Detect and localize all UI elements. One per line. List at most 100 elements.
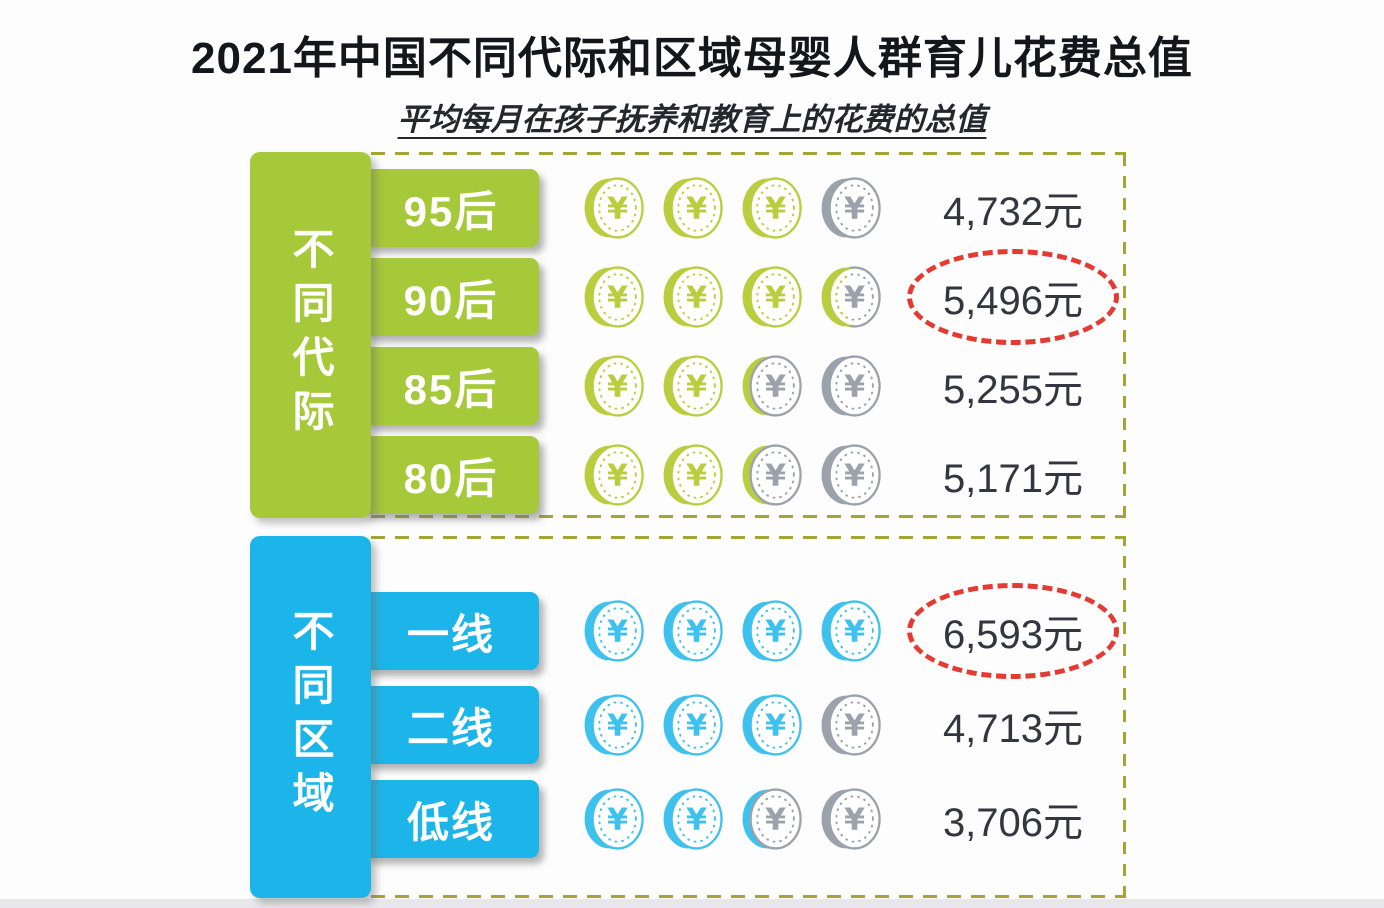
svg-text:¥: ¥ bbox=[844, 370, 865, 405]
value-label: 3,706元 bbox=[942, 801, 1084, 845]
svg-text:¥: ¥ bbox=[607, 281, 628, 316]
svg-text:¥: ¥ bbox=[844, 615, 865, 650]
rows-container: 一线 ¥ ¥ ¥ ¥6,593元 二线 ¥ ¥ ¥ ¥4,713元 低线 ¥ ¥ ¥ ¥3,706元 bbox=[363, 583, 1123, 874]
subtitle-text: 平均每月在孩子抚养和教育上的花费的总值 bbox=[397, 102, 987, 137]
category-button: 80后 bbox=[363, 436, 539, 514]
svg-text:¥: ¥ bbox=[844, 709, 865, 744]
yuan-coin-icon: ¥ bbox=[584, 355, 644, 417]
svg-text:¥: ¥ bbox=[686, 281, 707, 316]
svg-text:¥: ¥ bbox=[607, 459, 628, 494]
coin-row: ¥ ¥ ¥ ¥ bbox=[581, 439, 884, 511]
yuan-coin-icon: ¥ bbox=[742, 355, 802, 417]
svg-text:¥: ¥ bbox=[686, 370, 707, 405]
svg-text:¥: ¥ bbox=[765, 803, 786, 838]
region-section: 不同区域 一线 ¥ ¥ ¥ ¥6,593元 二线 ¥ ¥ ¥ ¥4,713元 低线 ¥ ¥ ¥ ¥3,706… bbox=[250, 536, 1126, 898]
svg-text:¥: ¥ bbox=[844, 459, 865, 494]
yuan-coin-icon: ¥ bbox=[584, 788, 644, 850]
yuan-coin-icon: ¥ bbox=[663, 788, 723, 850]
section-label-generation: 不同代际 bbox=[250, 152, 371, 518]
value-wrap: 4,713元 bbox=[910, 681, 1116, 769]
svg-text:¥: ¥ bbox=[686, 459, 707, 494]
table-row: 95后 ¥ ¥ ¥ ¥4,732元 bbox=[363, 169, 1123, 247]
svg-text:¥: ¥ bbox=[844, 803, 865, 838]
yuan-coin-icon: ¥ bbox=[584, 600, 644, 662]
yuan-coin-icon: ¥ bbox=[663, 694, 723, 756]
yuan-coin-icon: ¥ bbox=[663, 355, 723, 417]
svg-text:¥: ¥ bbox=[686, 192, 707, 227]
coin-row: ¥ ¥ ¥ ¥ bbox=[581, 172, 884, 244]
coin-row: ¥ ¥ ¥ ¥ bbox=[581, 261, 884, 333]
value-wrap: 6,593元 bbox=[907, 583, 1119, 679]
yuan-coin-icon: ¥ bbox=[663, 177, 723, 239]
svg-text:¥: ¥ bbox=[607, 370, 628, 405]
svg-text:¥: ¥ bbox=[607, 615, 628, 650]
yuan-coin-icon: ¥ bbox=[821, 355, 881, 417]
value-label: 5,255元 bbox=[942, 368, 1084, 412]
page-title: 2021年中国不同代际和区域母婴人群育儿花费总值 bbox=[191, 34, 1193, 83]
yuan-coin-icon: ¥ bbox=[584, 177, 644, 239]
coin-row: ¥ ¥ ¥ ¥ bbox=[581, 689, 884, 761]
yuan-coin-icon: ¥ bbox=[663, 600, 723, 662]
table-row: 90后 ¥ ¥ ¥ ¥5,496元 bbox=[363, 249, 1123, 345]
svg-text:¥: ¥ bbox=[765, 615, 786, 650]
category-button: 85后 bbox=[363, 347, 539, 425]
svg-text:¥: ¥ bbox=[686, 803, 707, 838]
highlight-ellipse bbox=[907, 583, 1119, 679]
yuan-coin-icon: ¥ bbox=[742, 177, 802, 239]
svg-text:¥: ¥ bbox=[765, 192, 786, 227]
svg-text:¥: ¥ bbox=[765, 370, 786, 405]
svg-text:¥: ¥ bbox=[607, 803, 628, 838]
yuan-coin-icon: ¥ bbox=[821, 694, 881, 756]
category-button: 低线 bbox=[363, 780, 539, 858]
table-row: 85后 ¥ ¥ ¥ ¥5,255元 bbox=[363, 347, 1123, 425]
yuan-coin-icon: ¥ bbox=[663, 444, 723, 506]
yuan-coin-icon: ¥ bbox=[742, 694, 802, 756]
svg-text:¥: ¥ bbox=[686, 615, 707, 650]
svg-text:¥: ¥ bbox=[686, 709, 707, 744]
yuan-coin-icon: ¥ bbox=[821, 788, 881, 850]
coin-row: ¥ ¥ ¥ ¥ bbox=[581, 595, 884, 667]
svg-text:¥: ¥ bbox=[607, 192, 628, 227]
generation-section: 不同代际 95后 ¥ ¥ ¥ ¥4,732元 90后 ¥ ¥ ¥ ¥5,496元 85后 ¥ ¥ ¥ ¥5,… bbox=[250, 152, 1126, 518]
value-label: 4,713元 bbox=[942, 707, 1084, 751]
svg-text:¥: ¥ bbox=[607, 709, 628, 744]
value-wrap: 5,496元 bbox=[907, 249, 1119, 345]
rows-container: 95后 ¥ ¥ ¥ ¥4,732元 90后 ¥ ¥ ¥ ¥5,496元 85后 ¥ ¥ ¥ ¥5,255元 8… bbox=[363, 169, 1123, 525]
highlight-ellipse bbox=[907, 249, 1119, 345]
category-button: 一线 bbox=[363, 592, 539, 670]
svg-text:¥: ¥ bbox=[844, 192, 865, 227]
yuan-coin-icon: ¥ bbox=[584, 266, 644, 328]
section-label-region: 不同区域 bbox=[250, 536, 371, 898]
yuan-coin-icon: ¥ bbox=[742, 788, 802, 850]
yuan-coin-icon: ¥ bbox=[584, 444, 644, 506]
bottom-strip bbox=[0, 899, 1384, 908]
svg-text:¥: ¥ bbox=[844, 281, 865, 316]
yuan-coin-icon: ¥ bbox=[821, 600, 881, 662]
page-subtitle: 平均每月在孩子抚养和教育上的花费的总值 bbox=[0, 94, 1384, 139]
value-wrap: 4,732元 bbox=[910, 164, 1116, 252]
yuan-coin-icon: ¥ bbox=[821, 266, 881, 328]
table-row: 低线 ¥ ¥ ¥ ¥3,706元 bbox=[363, 780, 1123, 858]
svg-text:¥: ¥ bbox=[765, 709, 786, 744]
category-button: 90后 bbox=[363, 258, 539, 336]
yuan-coin-icon: ¥ bbox=[742, 444, 802, 506]
yuan-coin-icon: ¥ bbox=[821, 177, 881, 239]
yuan-coin-icon: ¥ bbox=[663, 266, 723, 328]
value-wrap: 5,171元 bbox=[910, 431, 1116, 519]
table-row: 一线 ¥ ¥ ¥ ¥6,593元 bbox=[363, 583, 1123, 679]
value-label: 5,171元 bbox=[942, 457, 1084, 501]
yuan-coin-icon: ¥ bbox=[821, 444, 881, 506]
category-button: 二线 bbox=[363, 686, 539, 764]
svg-text:¥: ¥ bbox=[765, 281, 786, 316]
svg-text:¥: ¥ bbox=[765, 459, 786, 494]
yuan-coin-icon: ¥ bbox=[584, 694, 644, 756]
yuan-coin-icon: ¥ bbox=[742, 600, 802, 662]
table-row: 80后 ¥ ¥ ¥ ¥5,171元 bbox=[363, 436, 1123, 514]
table-row: 二线 ¥ ¥ ¥ ¥4,713元 bbox=[363, 686, 1123, 764]
yuan-coin-icon: ¥ bbox=[742, 266, 802, 328]
value-wrap: 3,706元 bbox=[910, 775, 1116, 863]
value-label: 4,732元 bbox=[942, 190, 1084, 234]
category-button: 95后 bbox=[363, 169, 539, 247]
coin-row: ¥ ¥ ¥ ¥ bbox=[581, 350, 884, 422]
